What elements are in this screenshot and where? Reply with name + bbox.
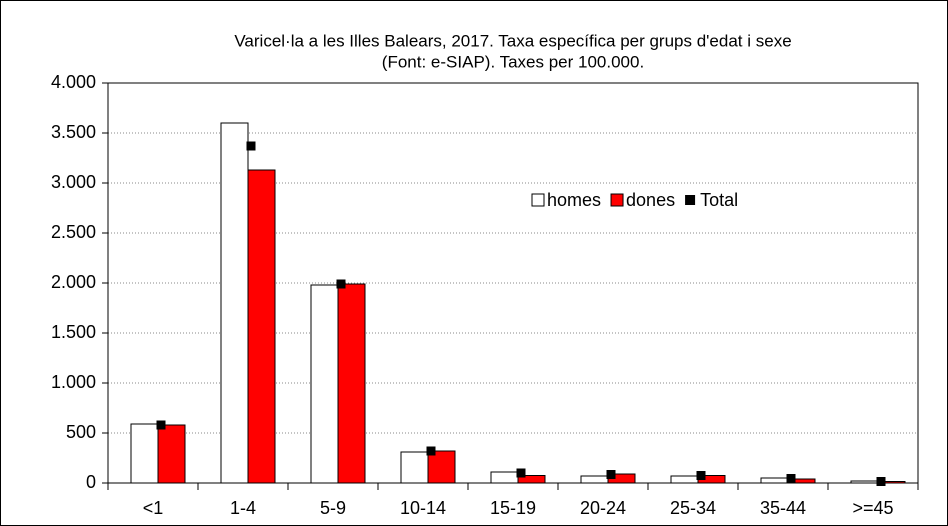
bar bbox=[157, 424, 186, 484]
y-tick-label: 1.500 bbox=[51, 322, 96, 342]
legend-label: homes bbox=[547, 190, 601, 210]
legend-swatch bbox=[531, 193, 545, 207]
total-marker bbox=[786, 474, 796, 483]
bar bbox=[670, 475, 699, 484]
y-tick-label: 1.000 bbox=[51, 372, 96, 392]
legend-swatch bbox=[685, 195, 696, 205]
chart-subtitle: (Font: e-SIAP). Taxes per 100.000. bbox=[382, 52, 644, 71]
total-marker bbox=[606, 470, 616, 479]
y-tick-label: 3.500 bbox=[51, 122, 96, 142]
total-marker bbox=[696, 471, 706, 480]
x-tick-label: 35-44 bbox=[760, 498, 806, 518]
y-tick-label: 500 bbox=[66, 422, 96, 442]
bar bbox=[337, 283, 366, 484]
x-tick-label: 10-14 bbox=[400, 498, 446, 518]
x-tick-label: 20-24 bbox=[580, 498, 626, 518]
total-marker bbox=[336, 279, 346, 289]
bar bbox=[400, 451, 429, 484]
total-marker bbox=[516, 468, 526, 478]
legend-label: dones bbox=[626, 190, 675, 210]
bar bbox=[490, 471, 519, 484]
bar bbox=[517, 475, 546, 484]
bar bbox=[427, 450, 456, 484]
bar bbox=[130, 423, 159, 484]
total-marker bbox=[156, 420, 166, 430]
x-tick-label: <1 bbox=[143, 498, 164, 518]
legend-swatch bbox=[610, 193, 624, 207]
y-tick-label: 4.000 bbox=[51, 72, 96, 92]
x-tick-label: 1-4 bbox=[230, 498, 256, 518]
bar bbox=[310, 284, 339, 484]
bar bbox=[760, 477, 789, 484]
chart-title: Varicel·la a les Illes Balears, 2017. Ta… bbox=[234, 31, 791, 50]
total-marker bbox=[426, 446, 436, 456]
y-tick-label: 3.000 bbox=[51, 172, 96, 192]
bar bbox=[850, 480, 879, 484]
legend-label: Total bbox=[700, 190, 738, 210]
total-marker bbox=[876, 477, 886, 486]
x-tick-label: 25-34 bbox=[670, 498, 716, 518]
x-tick-label: 15-19 bbox=[490, 498, 536, 518]
y-tick-label: 2.000 bbox=[51, 272, 96, 292]
y-tick-label: 2.500 bbox=[51, 222, 96, 242]
bar bbox=[580, 475, 609, 484]
x-tick-label: >=45 bbox=[852, 498, 893, 518]
bar bbox=[220, 122, 249, 484]
x-tick-label: 5-9 bbox=[320, 498, 346, 518]
bar bbox=[247, 169, 276, 484]
total-marker bbox=[246, 141, 256, 151]
y-tick-label: 0 bbox=[86, 472, 96, 492]
